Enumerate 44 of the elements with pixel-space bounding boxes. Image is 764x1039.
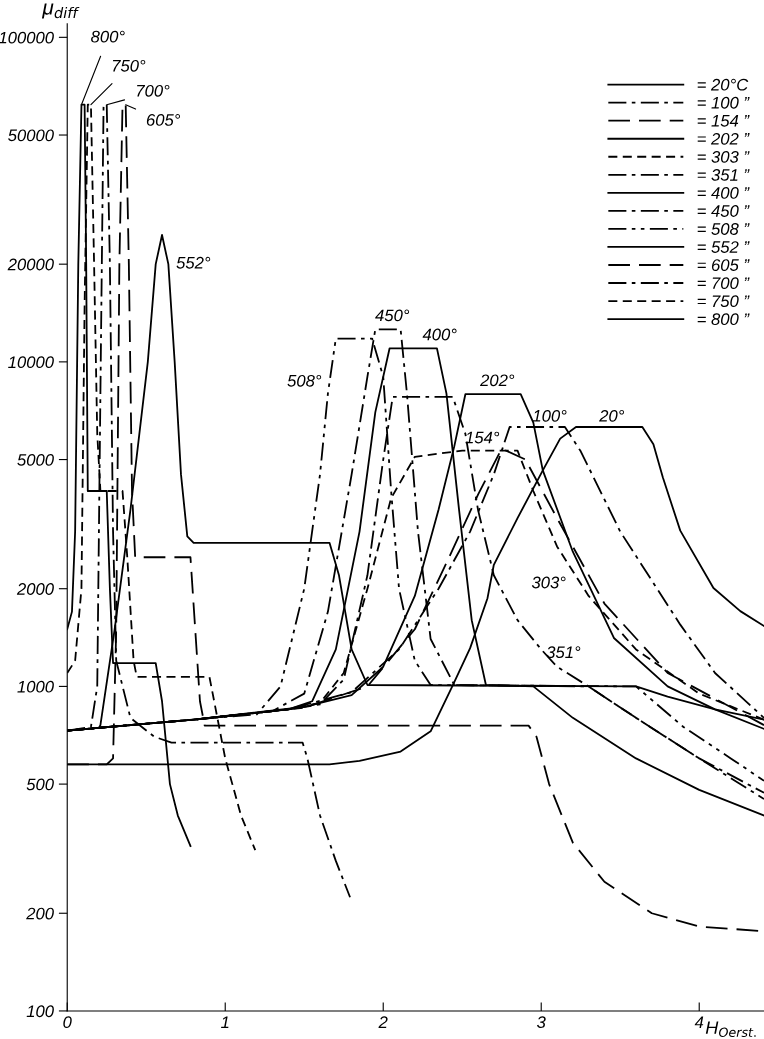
- legend-label: = 303 ”: [697, 150, 750, 163]
- y-tick-label: 5000: [17, 453, 54, 466]
- annotation: 400°: [422, 328, 457, 341]
- legend-label: = 700 ”: [697, 277, 750, 290]
- x-tick-label: 3: [536, 1016, 546, 1029]
- legend-label: = 750 ”: [697, 295, 750, 308]
- annotation: 20°: [599, 409, 624, 422]
- x-tick-label: 1: [221, 1016, 229, 1028]
- legend-label: = 154 ”: [697, 115, 750, 127]
- legend-label: = 508 ”: [697, 223, 750, 235]
- annotation: 750°: [112, 59, 146, 72]
- annotation: 450°: [375, 309, 410, 322]
- annotation: 552°: [176, 256, 211, 269]
- x-axis-title: H$_{Oerst.}$: [705, 1021, 756, 1038]
- annotation: 100°: [532, 409, 567, 422]
- y-tick-label: 2000: [16, 583, 54, 595]
- legend-label: = 351 ”: [697, 169, 750, 181]
- annotation: 351°: [546, 646, 581, 659]
- x-tick-label: 0: [63, 1016, 72, 1029]
- x-tick-label: 4: [694, 1016, 704, 1028]
- legend-label: = 400 ”: [697, 187, 750, 199]
- annotation: 303°: [531, 576, 566, 589]
- y-tick-label: 50000: [8, 129, 54, 142]
- y-axis-title: μ$_{diff}$: [41, 3, 80, 19]
- legend-label: = 202 ”: [697, 132, 750, 145]
- legend-label: = 20°C: [697, 78, 749, 91]
- y-tick-label: 1000: [17, 680, 54, 693]
- y-tick-label: 10000: [8, 356, 54, 369]
- annotation: 154°: [465, 431, 500, 444]
- y-tick-label: 500: [26, 778, 54, 791]
- x-tick-label: 2: [378, 1016, 388, 1028]
- annotation: 700°: [137, 84, 170, 97]
- annotation: 605°: [146, 114, 181, 126]
- y-tick-label: 100: [26, 1005, 54, 1018]
- legend-label: = 450 ”: [697, 205, 750, 217]
- y-tick-label: 200: [26, 907, 54, 920]
- legend-label: = 605 ”: [697, 259, 750, 271]
- annotation: 202°: [480, 374, 515, 387]
- annotation: 508°: [287, 374, 322, 387]
- y-tick-label: 20000: [7, 258, 54, 271]
- legend-label: = 552 ”: [697, 241, 750, 253]
- legend-label: = 100 ”: [697, 96, 750, 109]
- annotation: 800°: [91, 30, 125, 43]
- legend-label: = 800 ”: [697, 313, 750, 326]
